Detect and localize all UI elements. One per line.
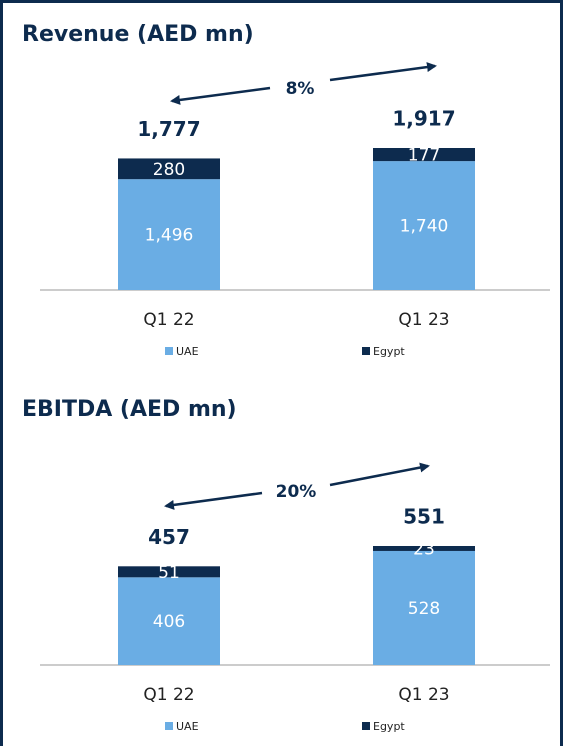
chart-title: Revenue (AED mn) [22, 22, 254, 47]
legend-label: Egypt [373, 345, 405, 358]
growth-arrow [329, 462, 430, 487]
bar-segment [373, 550, 475, 665]
bar-segment [118, 179, 220, 290]
x-tick-label: Q1 22 [143, 310, 194, 330]
x-tick-label: Q1 22 [143, 685, 194, 705]
legend-swatch [165, 347, 173, 355]
value-label: 280 [153, 160, 185, 180]
legend-label: UAE [176, 720, 199, 733]
x-tick-label: Q1 23 [398, 685, 449, 705]
total-label: 457 [148, 525, 190, 549]
bar-segment [118, 158, 220, 180]
bar-segment [118, 577, 220, 665]
value-label: 1,740 [400, 217, 449, 237]
chart-title: EBITDA (AED mn) [22, 397, 237, 422]
bar-segment [373, 148, 475, 162]
value-label: 406 [153, 612, 185, 632]
total-label: 551 [403, 505, 445, 529]
growth-arrow [170, 86, 271, 105]
legend-swatch [165, 722, 173, 730]
growth-arrow [164, 491, 263, 510]
legend-label: UAE [176, 345, 199, 358]
x-tick-label: Q1 23 [398, 310, 449, 330]
value-label: 528 [408, 599, 440, 619]
bar-segment [373, 161, 475, 290]
value-label: 51 [158, 563, 180, 583]
bar-segment [373, 546, 475, 551]
value-label: 177 [408, 146, 440, 166]
bar-segment [118, 566, 220, 578]
value-label: 23 [413, 539, 435, 559]
legend-swatch [362, 722, 370, 730]
value-label: 1,496 [145, 226, 194, 246]
legend-swatch [362, 347, 370, 355]
growth-annotation: 20% [276, 482, 317, 502]
legend-label: Egypt [373, 720, 405, 733]
growth-arrow [329, 62, 437, 82]
total-label: 1,777 [137, 117, 200, 141]
total-label: 1,917 [392, 107, 455, 131]
growth-annotation: 8% [286, 79, 315, 99]
